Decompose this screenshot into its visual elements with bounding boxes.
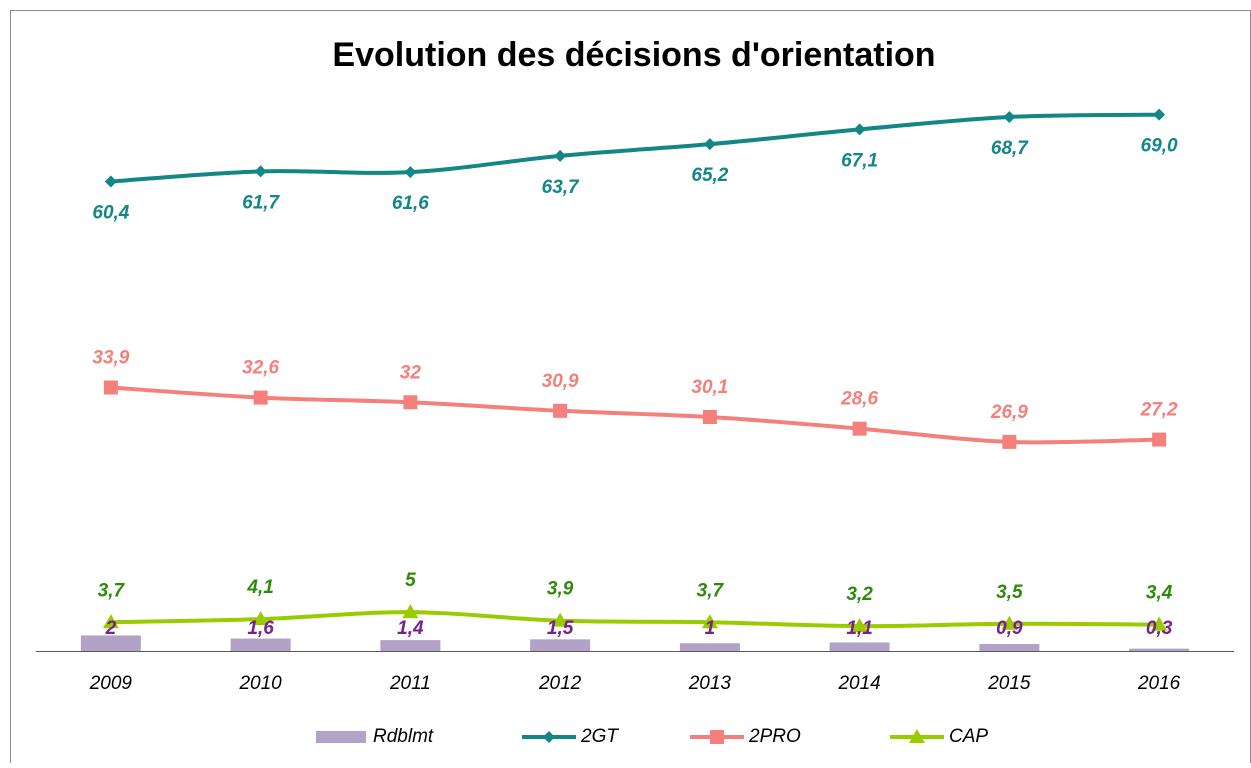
- marker: [553, 403, 568, 418]
- marker: [402, 604, 419, 619]
- data-label: 26,9: [990, 402, 1028, 423]
- marker: [1153, 108, 1166, 121]
- legend-label: 2PRO: [748, 726, 801, 747]
- data-label: 1: [705, 618, 716, 639]
- bar: [829, 642, 890, 651]
- data-label: 1,1: [846, 618, 872, 639]
- legend-label: Rdblmt: [373, 726, 434, 747]
- bar: [80, 635, 141, 651]
- data-label: 30,9: [542, 371, 579, 392]
- marker: [102, 614, 119, 629]
- data-label: 61,7: [242, 192, 280, 213]
- data-label: 3,5: [996, 582, 1023, 603]
- marker: [1151, 616, 1168, 631]
- marker: [103, 380, 118, 395]
- legend-swatch: [316, 731, 366, 743]
- x-tick-label: 2009: [89, 673, 133, 694]
- data-label: 32,6: [242, 358, 279, 379]
- bar: [1129, 648, 1190, 651]
- bar: [679, 643, 740, 651]
- data-label: 69,0: [1141, 136, 1178, 157]
- marker: [252, 611, 269, 626]
- marker: [853, 123, 866, 136]
- marker: [1152, 432, 1167, 447]
- data-label: 33,9: [92, 347, 129, 368]
- x-tick-label: 2014: [837, 673, 880, 694]
- data-label: 60,4: [92, 203, 129, 224]
- x-tick-label: 2015: [987, 673, 1031, 694]
- line: [110, 385, 1160, 445]
- line: [110, 610, 1160, 629]
- data-label: 0,3: [1146, 618, 1173, 639]
- x-tick-label: 2012: [538, 673, 582, 694]
- marker: [1002, 434, 1017, 449]
- data-label: 63,7: [542, 177, 580, 198]
- legend-marker: [543, 731, 555, 743]
- line: [110, 112, 1160, 184]
- marker: [253, 390, 268, 405]
- legend-marker: [710, 730, 724, 744]
- data-label: 28,6: [840, 389, 878, 410]
- data-label: 5: [405, 570, 416, 591]
- x-tick-label: 2016: [1137, 673, 1181, 694]
- legend-label: 2GT: [580, 726, 619, 747]
- data-label: 27,2: [1140, 400, 1178, 421]
- marker: [554, 149, 567, 162]
- data-label: 1,5: [547, 618, 574, 639]
- chart-frame: [10, 10, 1251, 768]
- bar: [230, 638, 291, 651]
- marker: [703, 138, 716, 151]
- marker: [701, 614, 718, 629]
- legend-label: CAP: [949, 726, 988, 747]
- marker: [404, 166, 417, 179]
- data-label: 61,6: [392, 193, 429, 214]
- data-label: 1,4: [397, 618, 424, 639]
- marker: [1003, 110, 1016, 123]
- bar: [530, 639, 591, 651]
- data-label: 4,1: [246, 577, 273, 598]
- bar: [979, 644, 1040, 651]
- x-tick-label: 2010: [238, 673, 282, 694]
- data-label: 3,4: [1146, 583, 1173, 604]
- marker: [851, 618, 868, 633]
- bar: [380, 640, 441, 651]
- chart-title: Evolution des décisions d'orientation: [332, 36, 935, 74]
- data-label: 1,6: [247, 618, 274, 639]
- marker: [852, 421, 867, 436]
- x-tick-label: 2011: [389, 673, 431, 694]
- data-label: 3,2: [846, 584, 873, 605]
- marker: [104, 175, 117, 188]
- marker: [1001, 615, 1018, 630]
- marker: [552, 612, 569, 627]
- x-tick-label: 2013: [688, 673, 732, 694]
- data-label: 3,7: [98, 580, 126, 601]
- marker: [403, 395, 418, 410]
- data-label: 68,7: [991, 138, 1029, 159]
- data-label: 30,1: [691, 377, 728, 398]
- data-label: 2: [105, 618, 117, 639]
- data-label: 65,2: [691, 165, 728, 186]
- marker: [254, 165, 267, 178]
- marker: [702, 410, 717, 425]
- data-label: 3,7: [697, 580, 725, 601]
- data-label: 3,9: [547, 579, 574, 600]
- data-label: 67,1: [841, 150, 878, 171]
- legend-marker: [909, 729, 925, 743]
- data-label: 0,9: [996, 618, 1023, 639]
- data-label: 32: [400, 362, 422, 383]
